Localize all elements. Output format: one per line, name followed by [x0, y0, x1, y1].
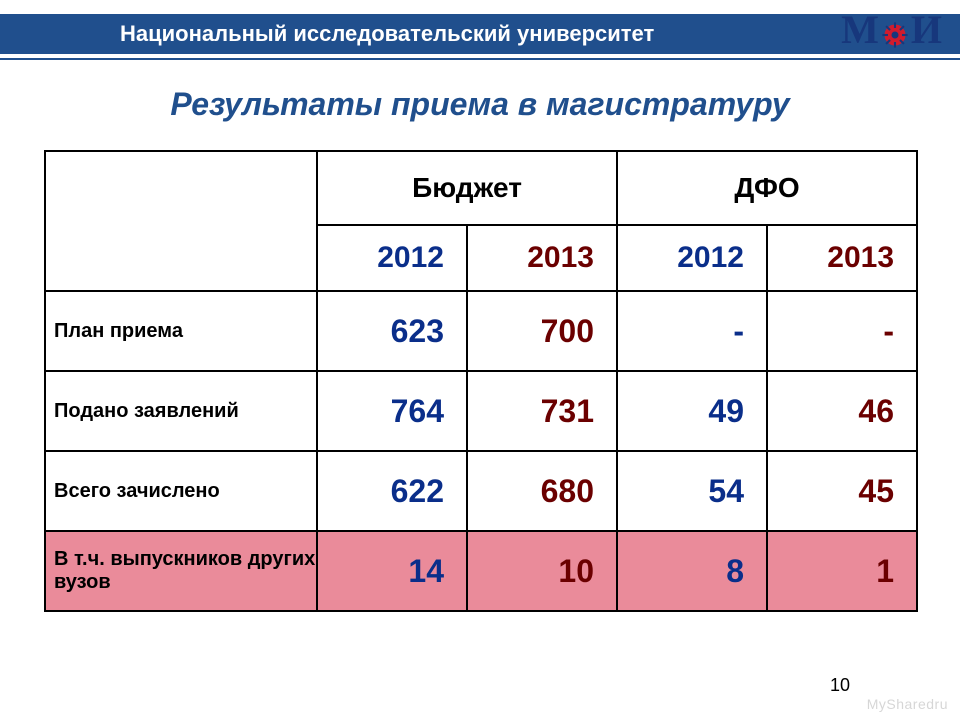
cell: 46 [767, 371, 917, 451]
logo-letter-m: М [841, 10, 879, 50]
cell: - [617, 291, 767, 371]
cell: 764 [317, 371, 467, 451]
results-table: Бюджет ДФО 2012 2013 2012 2013 План прие… [44, 150, 918, 612]
cell: 45 [767, 451, 917, 531]
cell: 10 [467, 531, 617, 611]
results-table-container: Бюджет ДФО 2012 2013 2012 2013 План прие… [44, 150, 916, 612]
row-label: Подано заявлений [45, 371, 317, 451]
cell: - [767, 291, 917, 371]
cell: 622 [317, 451, 467, 531]
cell: 49 [617, 371, 767, 451]
table-corner-cell [45, 151, 317, 291]
logo-letter-i: И [911, 10, 942, 50]
cell: 1 [767, 531, 917, 611]
cell: 623 [317, 291, 467, 371]
row-label: Всего зачислено [45, 451, 317, 531]
cell: 54 [617, 451, 767, 531]
row-label: План приема [45, 291, 317, 371]
page-number: 10 [830, 675, 850, 696]
gear-icon [881, 16, 909, 44]
table-row-highlight: В т.ч. выпускников других вузов 14 10 8 … [45, 531, 917, 611]
table-row: Подано заявлений 764 731 49 46 [45, 371, 917, 451]
year-2013-budget: 2013 [467, 225, 617, 291]
table-header-groups: Бюджет ДФО [45, 151, 917, 225]
header-underline [0, 58, 960, 60]
cell: 731 [467, 371, 617, 451]
col-group-dfo: ДФО [617, 151, 917, 225]
table-row: План приема 623 700 - - [45, 291, 917, 371]
col-group-budget: Бюджет [317, 151, 617, 225]
cell: 700 [467, 291, 617, 371]
logo: М И [841, 10, 942, 50]
page-title: Результаты приема в магистратуру [0, 86, 960, 123]
row-label: В т.ч. выпускников других вузов [45, 531, 317, 611]
table-row: Всего зачислено 622 680 54 45 [45, 451, 917, 531]
cell: 14 [317, 531, 467, 611]
cell: 680 [467, 451, 617, 531]
year-2012-dfo: 2012 [617, 225, 767, 291]
year-2013-dfo: 2013 [767, 225, 917, 291]
year-2012-budget: 2012 [317, 225, 467, 291]
header-subtitle: Национальный исследовательский университ… [120, 21, 654, 47]
cell: 8 [617, 531, 767, 611]
header-band: Национальный исследовательский университ… [0, 14, 960, 54]
watermark: MySharedru [867, 696, 948, 712]
